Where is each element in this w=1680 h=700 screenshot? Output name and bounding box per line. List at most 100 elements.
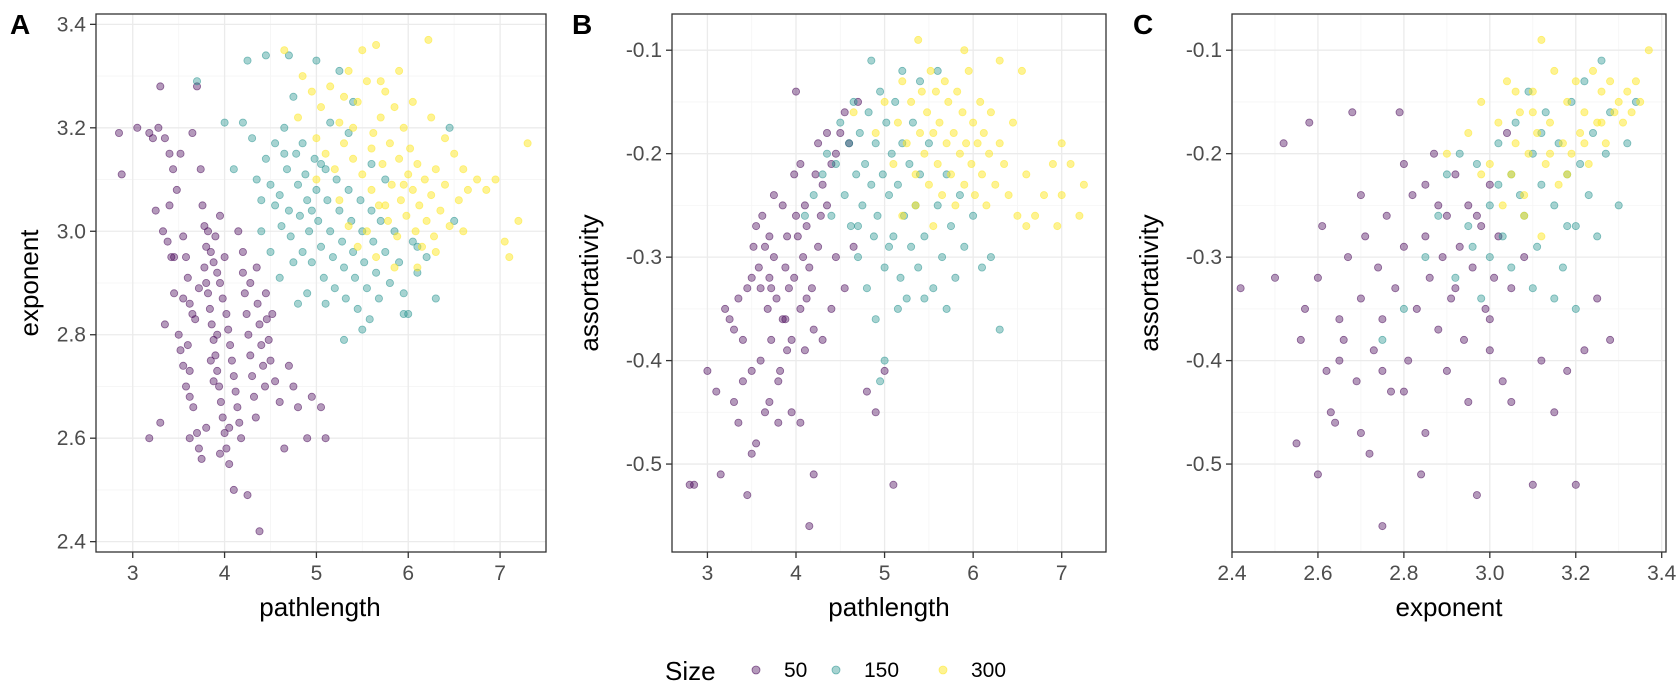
- data-point-size-300: [871, 128, 880, 137]
- data-point-size-50: [790, 170, 799, 179]
- data-point-size-150: [1584, 191, 1593, 200]
- data-point-size-50: [1382, 211, 1391, 220]
- panel-c: 2.4 2.6 2.8 3.0 3.2 3.4 -0.5 -0.4 -0.3 -0.2 -0.1 ex…: [1133, 9, 1677, 622]
- data-point-size-50: [840, 284, 849, 293]
- y-tick-label: -0.3: [1186, 246, 1222, 269]
- data-point-size-300: [958, 108, 967, 117]
- data-point-size-150: [312, 185, 321, 194]
- data-point-size-150: [261, 51, 270, 60]
- data-point-size-50: [226, 341, 235, 350]
- data-point-size-50: [756, 284, 765, 293]
- data-point-size-50: [261, 289, 270, 298]
- data-point-size-50: [203, 289, 212, 298]
- data-point-size-150: [257, 227, 266, 236]
- data-point-size-150: [248, 134, 257, 143]
- data-point-size-300: [969, 118, 978, 127]
- data-point-size-150: [867, 56, 876, 65]
- data-point-size-50: [767, 335, 776, 344]
- data-point-size-150: [845, 139, 854, 148]
- data-point-size-50: [289, 382, 298, 391]
- data-point-size-300: [381, 201, 390, 210]
- data-point-size-50: [237, 434, 246, 443]
- data-point-size-300: [436, 206, 445, 215]
- data-point-size-300: [1048, 159, 1057, 168]
- data-point-size-300: [1537, 35, 1546, 44]
- data-point-size-150: [229, 165, 238, 174]
- data-point-size-50: [738, 377, 747, 386]
- data-point-size-50: [778, 315, 787, 324]
- data-point-size-50: [1271, 273, 1280, 282]
- data-point-size-150: [1589, 128, 1598, 137]
- data-point-size-300: [880, 97, 889, 106]
- data-point-size-300: [893, 118, 902, 127]
- data-point-size-50: [117, 170, 126, 179]
- data-point-size-50: [1434, 325, 1443, 334]
- data-point-size-150: [321, 299, 330, 308]
- y-tick-label: 3.2: [57, 117, 86, 140]
- data-point-size-150: [1533, 242, 1542, 251]
- data-point-size-50: [1464, 397, 1473, 406]
- data-point-size-50: [202, 242, 211, 251]
- data-point-size-150: [303, 289, 312, 298]
- data-point-size-300: [431, 247, 440, 256]
- data-point-size-300: [349, 154, 358, 163]
- data-point-size-300: [951, 201, 960, 210]
- data-point-size-300: [1079, 180, 1088, 189]
- data-point-size-50: [174, 330, 183, 339]
- data-point-size-150: [316, 159, 325, 168]
- data-point-size-50: [1434, 201, 1443, 210]
- data-point-size-150: [367, 159, 376, 168]
- data-point-size-50: [787, 335, 796, 344]
- data-point-size-300: [942, 139, 951, 148]
- data-point-size-50: [685, 480, 694, 489]
- data-point-size-150: [862, 284, 871, 293]
- data-point-size-50: [1485, 180, 1494, 189]
- data-point-size-50: [215, 278, 224, 287]
- y-tick-label: -0.5: [626, 453, 662, 476]
- data-point-size-300: [381, 87, 390, 96]
- data-point-size-50: [197, 454, 206, 463]
- data-point-size-150: [408, 237, 417, 246]
- data-point-size-150: [353, 304, 362, 313]
- points: [1236, 35, 1653, 531]
- data-point-size-300: [991, 180, 1000, 189]
- data-point-size-50: [862, 387, 871, 396]
- data-point-size-300: [431, 165, 440, 174]
- data-point-size-50: [763, 304, 772, 313]
- data-point-size-150: [978, 263, 987, 272]
- data-point-size-50: [730, 397, 739, 406]
- data-point-size-50: [734, 418, 743, 427]
- data-point-size-50: [185, 434, 194, 443]
- data-point-size-150: [374, 294, 383, 303]
- data-point-size-300: [911, 201, 920, 210]
- data-point-size-150: [924, 139, 933, 148]
- data-point-size-50: [1374, 263, 1383, 272]
- data-point-size-300: [399, 180, 408, 189]
- data-point-size-300: [1576, 128, 1585, 137]
- data-point-size-50: [761, 242, 770, 251]
- data-point-size-50: [752, 222, 761, 231]
- data-point-size-50: [721, 304, 730, 313]
- data-point-size-150: [326, 118, 335, 127]
- legend-item-50: 50: [751, 659, 807, 682]
- data-point-size-50: [1378, 315, 1387, 324]
- data-point-size-300: [1520, 211, 1529, 220]
- data-point-size-50: [809, 470, 818, 479]
- data-point-size-300: [1546, 118, 1555, 127]
- data-point-size-50: [1335, 315, 1344, 324]
- data-point-size-300: [293, 113, 302, 122]
- data-point-size-150: [450, 216, 459, 225]
- data-point-size-50: [227, 356, 236, 365]
- data-point-size-300: [514, 216, 523, 225]
- data-point-size-50: [218, 294, 227, 303]
- data-point-size-50: [216, 397, 225, 406]
- data-point-size-50: [814, 139, 823, 148]
- data-point-size-50: [854, 97, 863, 106]
- data-point-size-50: [1520, 253, 1529, 262]
- data-point-size-300: [1528, 108, 1537, 117]
- data-point-size-300: [1507, 170, 1516, 179]
- data-point-size-150: [891, 97, 900, 106]
- data-point-size-300: [947, 170, 956, 179]
- data-point-size-300: [339, 92, 348, 101]
- data-point-size-300: [1550, 66, 1559, 75]
